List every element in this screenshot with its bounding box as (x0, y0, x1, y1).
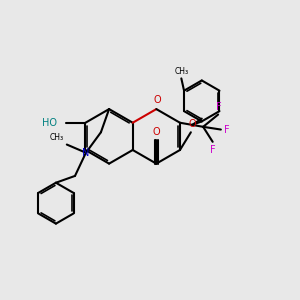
Text: CH₃: CH₃ (174, 67, 188, 76)
Text: O: O (154, 95, 161, 105)
Text: HO: HO (42, 118, 57, 128)
Text: F: F (224, 124, 230, 134)
Text: F: F (210, 145, 215, 155)
Text: F: F (216, 102, 221, 112)
Text: N: N (82, 148, 90, 158)
Text: CH₃: CH₃ (50, 134, 64, 142)
Text: O: O (188, 119, 196, 129)
Text: O: O (152, 127, 160, 137)
